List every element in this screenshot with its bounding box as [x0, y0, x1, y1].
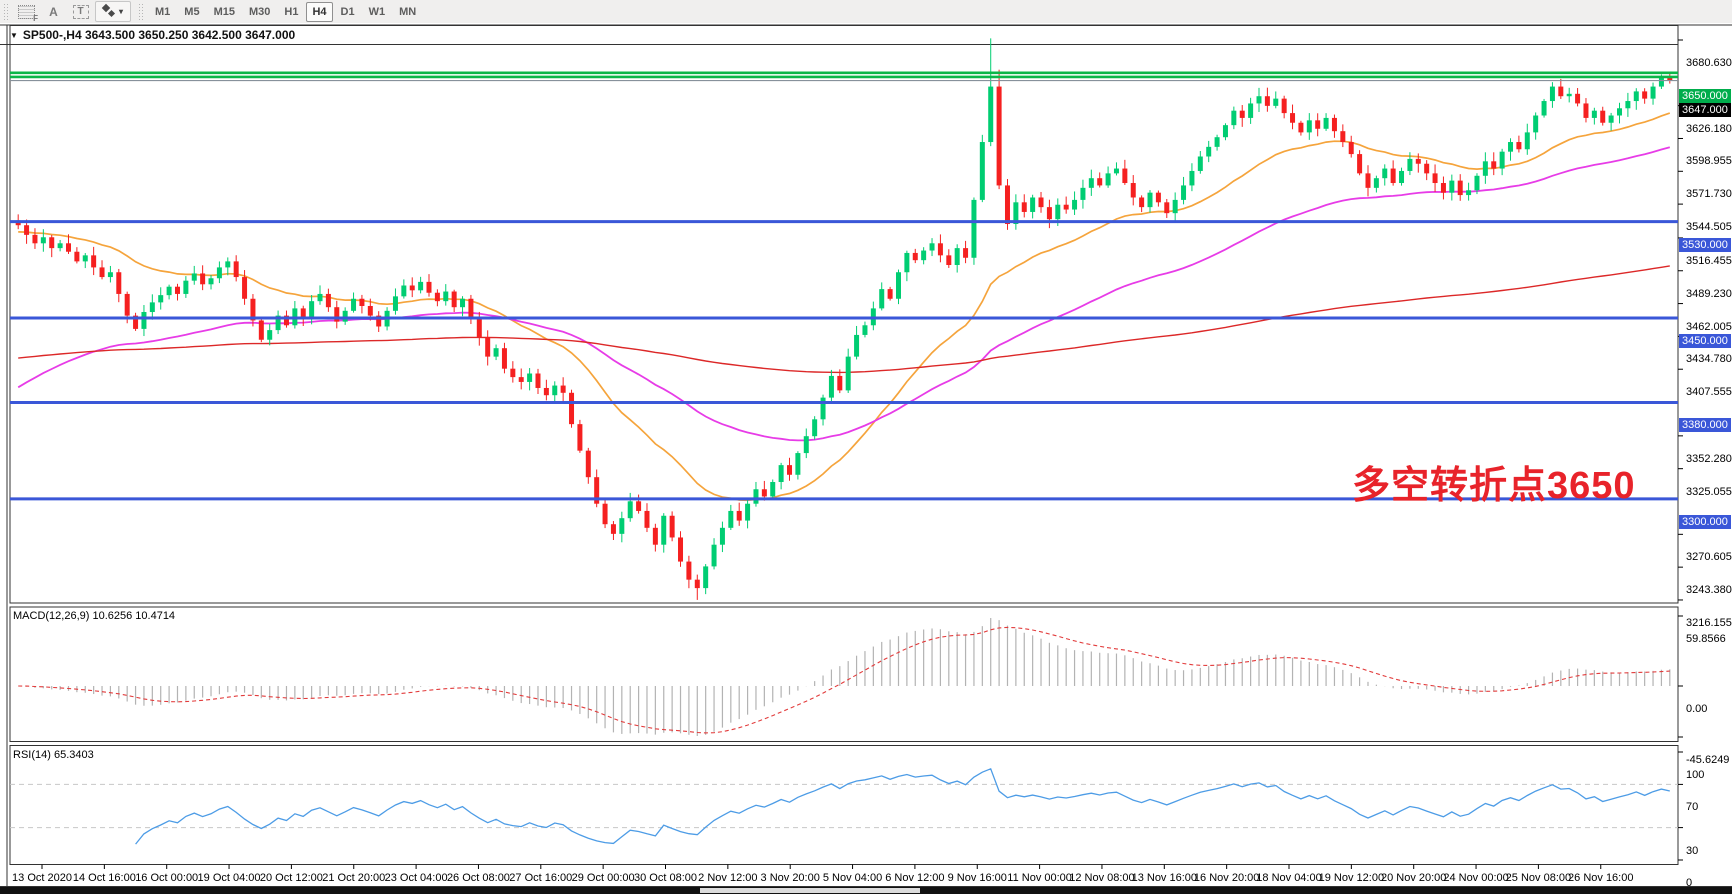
price-badge-3450-000: 3450.000 [1679, 334, 1731, 349]
price-tick-label: 3489.230 [1686, 287, 1732, 300]
time-axis-label: 16 Nov 20:00 [1193, 872, 1260, 884]
toolbar-grip[interactable] [3, 3, 9, 20]
time-axis-label: 25 Nov 08:00 [1505, 872, 1572, 884]
price-tick-label: 3680.630 [1686, 57, 1732, 69]
ma-fast-orange [18, 112, 1671, 502]
timeframe-button-w1[interactable]: W1 [368, 5, 386, 18]
macd-panel-content [18, 618, 1671, 736]
timeframe-button-d1[interactable]: D1 [340, 5, 355, 18]
diamond-arrows-icon [101, 3, 116, 18]
rsi-panel-content [10, 767, 1678, 845]
rsi-tick-label: 100 [1686, 769, 1705, 781]
timeframe-bar: M1 M5 M15 M30 H1 H4 D1 W1 MN [148, 1, 423, 22]
time-axis-label: 12 Nov 08:00 [1069, 872, 1135, 884]
price-tick-label: 3544.505 [1686, 221, 1732, 234]
chinese-annotation-text[interactable]: 多空转折点3650 [1352, 465, 1636, 507]
time-axis-label: 20 Nov 20:00 [1380, 872, 1447, 884]
timeframe-button-m15[interactable]: M15 [213, 5, 235, 18]
timeframe-button-mn[interactable]: MN [399, 5, 417, 18]
price-badge-3530-000: 3530.000 [1679, 237, 1731, 252]
price-badge-3300-000: 3300.000 [1679, 514, 1731, 529]
horizontal-scrollbar[interactable] [0, 887, 1732, 894]
symbol-ohlc-text: SP500-,H4 3643.500 3650.250 3642.500 364… [22, 28, 296, 42]
price-tick-label: 3462.005 [1686, 320, 1732, 333]
horizontal-level-lines[interactable] [10, 71, 1678, 501]
time-axis-label: 27 Oct 16:00 [509, 872, 573, 884]
time-axis-label: 20 Oct 12:00 [259, 872, 323, 884]
time-axis-label: 14 Oct 16:00 [72, 872, 136, 884]
price-tick-label: 3270.605 [1686, 551, 1732, 564]
price-tick-label: 3325.055 [1686, 485, 1732, 498]
rsi-line [135, 767, 1670, 845]
ma-slow-red [18, 265, 1670, 374]
timeframe-button-h4[interactable]: H4 [306, 1, 333, 22]
indicator-list-button[interactable]: F [14, 1, 39, 23]
time-axis-label: 13 Nov 16:00 [1131, 872, 1198, 884]
chart-title: ▼ SP500-,H4 3643.500 3650.250 3642.500 3… [10, 28, 295, 42]
price-tick-label: 3407.555 [1686, 386, 1732, 399]
time-axis-label: 30 Oct 08:00 [634, 872, 697, 884]
time-axis-label: 16 Oct 00:00 [135, 872, 199, 884]
moving-average-lines [17, 112, 1671, 502]
timeframe-button-m5[interactable]: M5 [184, 5, 200, 18]
price-badge-3650-000: 3650.000 [1679, 88, 1731, 103]
timeframe-button-m30[interactable]: M30 [248, 5, 271, 18]
objects-collapse-icon[interactable]: ▼ [10, 30, 18, 40]
time-axis-label: 19 Oct 04:00 [197, 872, 261, 884]
price-tick-label: 3626.180 [1686, 122, 1732, 135]
price-tick-label: 3434.780 [1686, 353, 1732, 366]
ma-mid-magenta [17, 146, 1671, 442]
time-axis-label: 9 Nov 16:00 [947, 872, 1007, 884]
price-tick-label: 3516.455 [1686, 254, 1732, 267]
scrollbar-thumb[interactable] [700, 888, 920, 893]
time-axis-label: 18 Nov 04:00 [1256, 872, 1322, 884]
timeframe-toolbar-grip[interactable] [138, 3, 144, 20]
price-tick-label: 3598.955 [1686, 155, 1732, 168]
time-axis-label: 11 Nov 00:00 [1007, 872, 1072, 884]
rsi-indicator-label: RSI(14) 65.3403 [13, 749, 94, 761]
price-tick-label: 3216.155 [1686, 616, 1732, 629]
time-axis-label: 26 Nov 16:00 [1568, 872, 1634, 884]
timeframe-button-m1[interactable]: M1 [155, 5, 171, 18]
price-badge-3380-000: 3380.000 [1679, 418, 1731, 433]
timeframe-button-h1[interactable]: H1 [284, 5, 299, 18]
boxed-t-icon: T [72, 4, 89, 19]
chevron-down-icon: ▾ [118, 7, 123, 16]
chart-toolbar: F A T ▾ M1 M5 M15 M30 H1 H4 D1 W1 MN [0, 0, 1732, 24]
macd-tick-label: 59.8566 [1686, 633, 1726, 645]
price-tick-label: 3352.280 [1686, 452, 1732, 465]
chart-window: ▼ SP500-,H4 3643.500 3650.250 3642.500 3… [0, 23, 1732, 894]
time-axis-label: 2 Nov 12:00 [698, 872, 758, 884]
time-axis-label: 26 Oct 08:00 [446, 872, 510, 884]
time-axis-label: 19 Nov 12:00 [1318, 872, 1385, 884]
price-tick-label: 3243.380 [1686, 584, 1732, 597]
price-tick-label: 3571.730 [1686, 188, 1732, 201]
rsi-tick-label: 30 [1686, 844, 1699, 857]
rsi-tick-label: 0 [1686, 877, 1693, 889]
panel-frames [0, 24, 1732, 887]
time-axis-label: 3 Nov 20:00 [760, 872, 820, 884]
drawing-tools-button[interactable]: ▾ [95, 1, 131, 22]
rsi-tick-label: 70 [1686, 801, 1699, 814]
price-badge-3647-000: 3647.000 [1679, 103, 1731, 118]
chart-canvas[interactable] [0, 23, 1732, 894]
time-axis-label: 29 Oct 00:00 [571, 872, 635, 884]
time-axis-label: 5 Nov 04:00 [822, 872, 883, 884]
macd-tick-label: 0.00 [1686, 703, 1708, 715]
macd-tick-label: -45.6249 [1686, 754, 1730, 766]
time-axis-label: 23 Oct 04:00 [384, 872, 448, 884]
indicator-grid-icon: F [18, 4, 38, 23]
macd-indicator-label: MACD(12,26,9) 10.6256 10.4714 [13, 610, 176, 622]
time-axis-label: 21 Oct 20:00 [322, 872, 386, 884]
text-tool-button[interactable]: T [68, 1, 93, 22]
time-axis-label: 6 Nov 12:00 [885, 872, 945, 884]
candlestick-series [15, 38, 1673, 600]
time-axis-label: 13 Oct 2020 [12, 872, 72, 884]
letter-a-icon: A [49, 4, 58, 19]
text-label-button[interactable]: A [41, 1, 66, 22]
time-axis-label: 24 Nov 00:00 [1443, 872, 1509, 884]
